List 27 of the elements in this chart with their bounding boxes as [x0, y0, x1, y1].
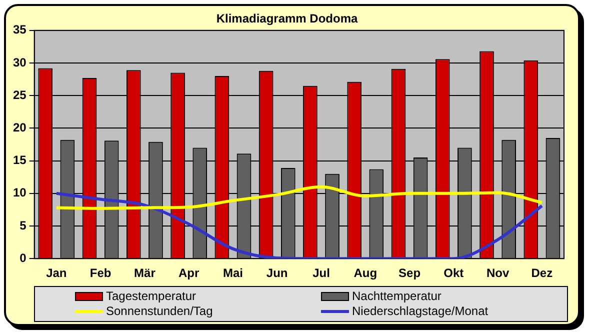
x-tick-label: Sep — [398, 266, 421, 280]
x-tick-label: Dez — [531, 266, 553, 280]
x-tick-label: Okt — [444, 266, 464, 280]
x-tick-label: Nov — [486, 266, 510, 280]
x-tick-label: Apr — [178, 266, 200, 280]
x-tick-label: Mai — [222, 266, 243, 280]
line-series — [54, 185, 544, 210]
y-tick-label: 20 — [12, 120, 27, 135]
x-tick-label: Feb — [90, 266, 112, 280]
legend-label: Sonnenstunden/Tag — [106, 304, 213, 319]
line-series — [54, 192, 544, 259]
y-tick-label: 25 — [12, 88, 27, 102]
y-tick-label: 5 — [20, 218, 27, 232]
x-tick-label: Jul — [312, 266, 330, 280]
y-tick-label: 15 — [12, 153, 27, 168]
legend-label: Niederschlagstage/Monat — [352, 304, 488, 319]
x-tick-label: Jun — [266, 266, 288, 280]
chart-title: Klimadiagramm Dodoma — [216, 12, 358, 26]
legend-label: Nachttemperatur — [352, 289, 442, 304]
x-tick-label: Aug — [354, 266, 378, 280]
x-tick-label: Jan — [46, 266, 67, 280]
y-tick-label: 35 — [12, 22, 27, 37]
y-tick-label: 30 — [12, 55, 27, 70]
y-tick-label: 10 — [12, 186, 27, 200]
y-tick-label: 0 — [20, 250, 27, 265]
x-tick-label: Mär — [134, 266, 156, 280]
legend-label: Tagestemperatur — [106, 289, 196, 304]
